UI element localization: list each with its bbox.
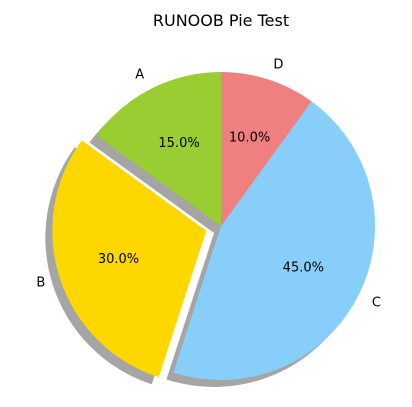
pie-slice-d — [221, 72, 312, 226]
slice-percent-label-b: 30.0% — [98, 252, 139, 267]
pie-slice-c — [173, 101, 376, 381]
slice-category-label-b: B — [36, 276, 45, 291]
slice-percent-label-a: 15.0% — [158, 136, 199, 151]
pie-slice-b — [52, 140, 207, 378]
pie-slice-layer — [52, 72, 376, 381]
slice-percent-label-d: 10.0% — [229, 131, 270, 146]
slice-category-label-c: C — [372, 295, 381, 310]
slice-category-label-d: D — [273, 57, 283, 72]
pie-slice-a — [96, 72, 221, 226]
chart-title: RUNOOB Pie Test — [153, 11, 289, 30]
pie-label-layer: 15.0% A 30.0% B 45.0% C 10.0% D — [36, 57, 381, 310]
slice-category-label-a: A — [135, 68, 144, 83]
slice-percent-label-c: 45.0% — [283, 260, 324, 275]
